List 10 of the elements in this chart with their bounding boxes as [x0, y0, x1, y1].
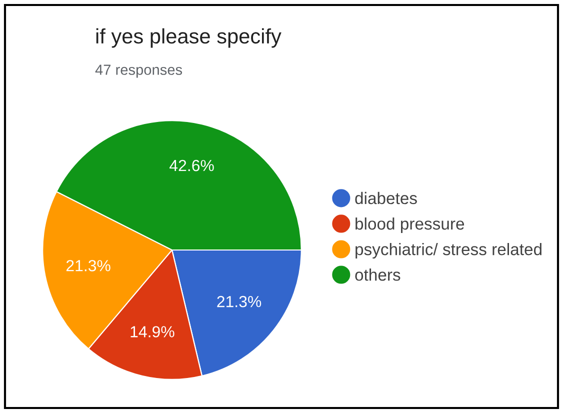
data-label: 21.3% — [217, 296, 262, 308]
legend-label: blood pressure — [356, 217, 464, 233]
chart-subtitle: 47 responses — [95, 64, 182, 78]
legend-label: others — [355, 268, 400, 281]
data-label: 14.9% — [130, 326, 174, 338]
data-label: 42.6% — [170, 160, 214, 172]
chart-title: if yes please specify — [96, 28, 282, 48]
legend-label: diabetes — [355, 192, 417, 204]
legend-label: psychiatric/ stress related — [356, 243, 542, 259]
data-label: 21.3% — [66, 260, 110, 272]
